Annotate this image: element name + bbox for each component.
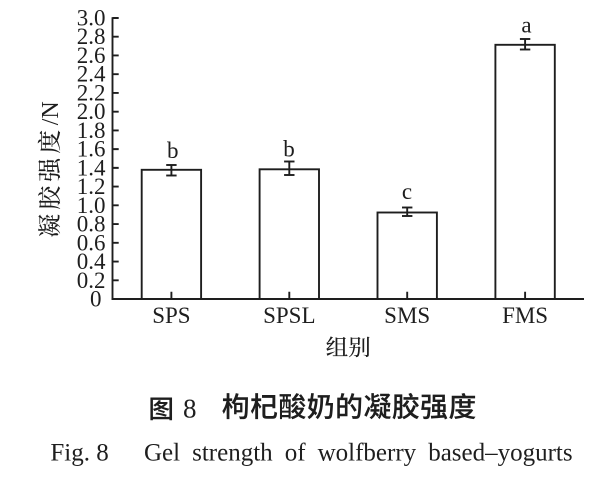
svg-text:8: 8 (183, 394, 197, 424)
svg-text:/N: /N (38, 101, 64, 125)
svg-text:3.02.82.62.42.22.01.81.61.41.2: 3.0 2.8 2.6 2.4 2.2 2.0 1.8 1.6 1.4 1.2 1.0 0.8 0.6 0… (77, 6, 106, 312)
